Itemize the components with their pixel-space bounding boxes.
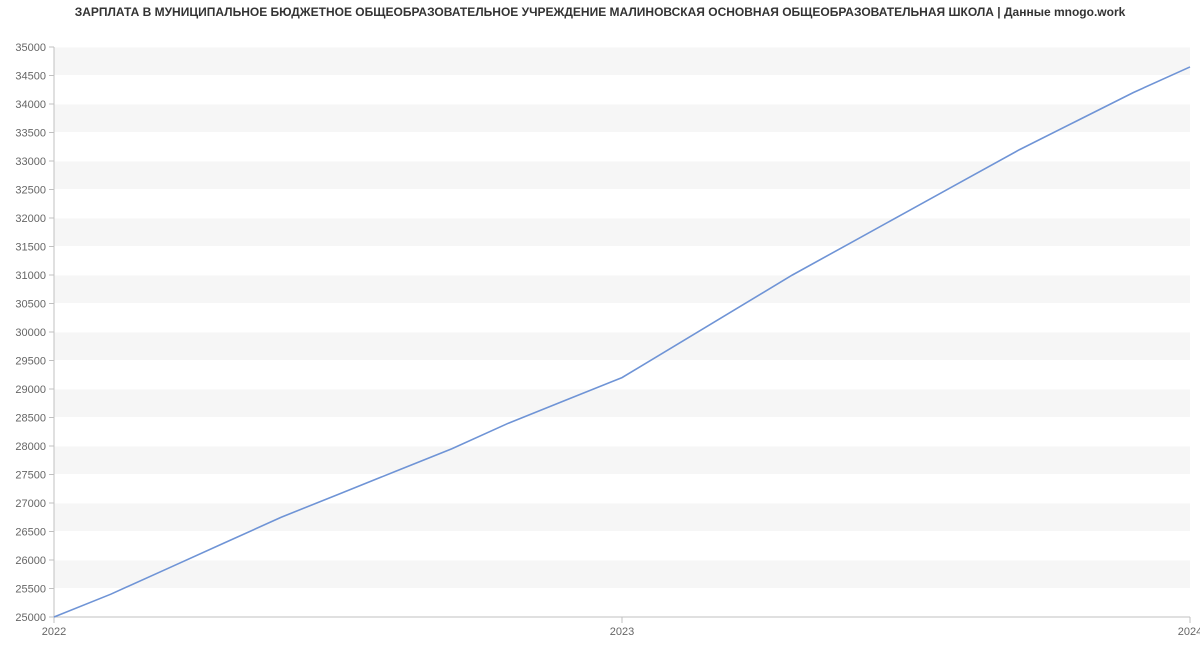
chart-container: 25000 25500 26000 26500 27000 27500 28000 28500…	[0, 19, 1200, 639]
svg-text:2022: 2022	[42, 626, 66, 638]
svg-text:29500: 29500	[15, 356, 46, 368]
svg-text:31500: 31500	[15, 242, 46, 254]
svg-text:25500: 25500	[15, 584, 46, 596]
svg-text:26000: 26000	[15, 555, 46, 567]
svg-text:25000: 25000	[15, 612, 46, 624]
svg-text:26500: 26500	[15, 527, 46, 539]
svg-text:2024: 2024	[1178, 626, 1200, 638]
svg-text:28000: 28000	[15, 441, 46, 453]
svg-text:33500: 33500	[15, 128, 46, 140]
chart-title: ЗАРПЛАТА В МУНИЦИПАЛЬНОЕ БЮДЖЕТНОЕ ОБЩЕО…	[0, 0, 1200, 19]
svg-text:28500: 28500	[15, 413, 46, 425]
svg-text:32000: 32000	[15, 213, 46, 225]
svg-text:35000: 35000	[15, 42, 46, 54]
svg-text:30500: 30500	[15, 299, 46, 311]
svg-text:2023: 2023	[610, 626, 634, 638]
svg-text:29000: 29000	[15, 384, 46, 396]
svg-text:30000: 30000	[15, 327, 46, 339]
svg-text:27000: 27000	[15, 498, 46, 510]
svg-text:34000: 34000	[15, 99, 46, 111]
svg-text:27500: 27500	[15, 470, 46, 482]
svg-text:31000: 31000	[15, 270, 46, 282]
svg-text:33000: 33000	[15, 156, 46, 168]
line-chart: 25000 25500 26000 26500 27000 27500 28000 28500…	[0, 19, 1200, 639]
svg-text:32500: 32500	[15, 185, 46, 197]
svg-text:34500: 34500	[15, 71, 46, 83]
